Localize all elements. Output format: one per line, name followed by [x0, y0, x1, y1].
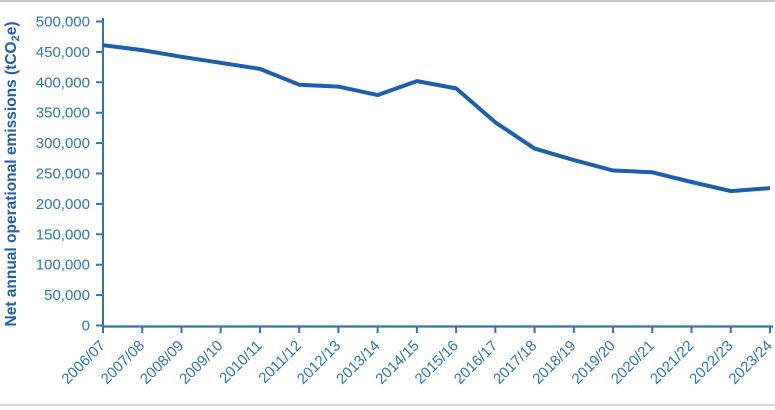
x-tick-label: 2010/11 — [216, 337, 266, 387]
top-divider — [0, 0, 775, 2]
y-tick-label: 500,000 — [36, 14, 90, 31]
y-tick-label: 100,000 — [36, 257, 90, 274]
y-tick-label: 250,000 — [36, 166, 90, 183]
y-tick-label: 350,000 — [36, 105, 90, 122]
y-tick-label: 150,000 — [36, 226, 90, 243]
y-tick-label: 50,000 — [44, 287, 90, 304]
bottom-divider — [0, 404, 775, 406]
y-tick-label: 450,000 — [36, 44, 90, 61]
y-tick-label: 200,000 — [36, 196, 90, 213]
x-tick-label: 2009/10 — [176, 337, 226, 387]
emissions-line — [102, 43, 771, 194]
y-tick-label: 300,000 — [36, 135, 90, 152]
y-axis-title: Net annual operational emissions (tCO2e) — [3, 22, 22, 327]
y-tick-label: 400,000 — [36, 74, 90, 91]
y-tick-label: 0 — [82, 318, 90, 335]
x-tick-label: 2023/24 — [725, 337, 775, 387]
